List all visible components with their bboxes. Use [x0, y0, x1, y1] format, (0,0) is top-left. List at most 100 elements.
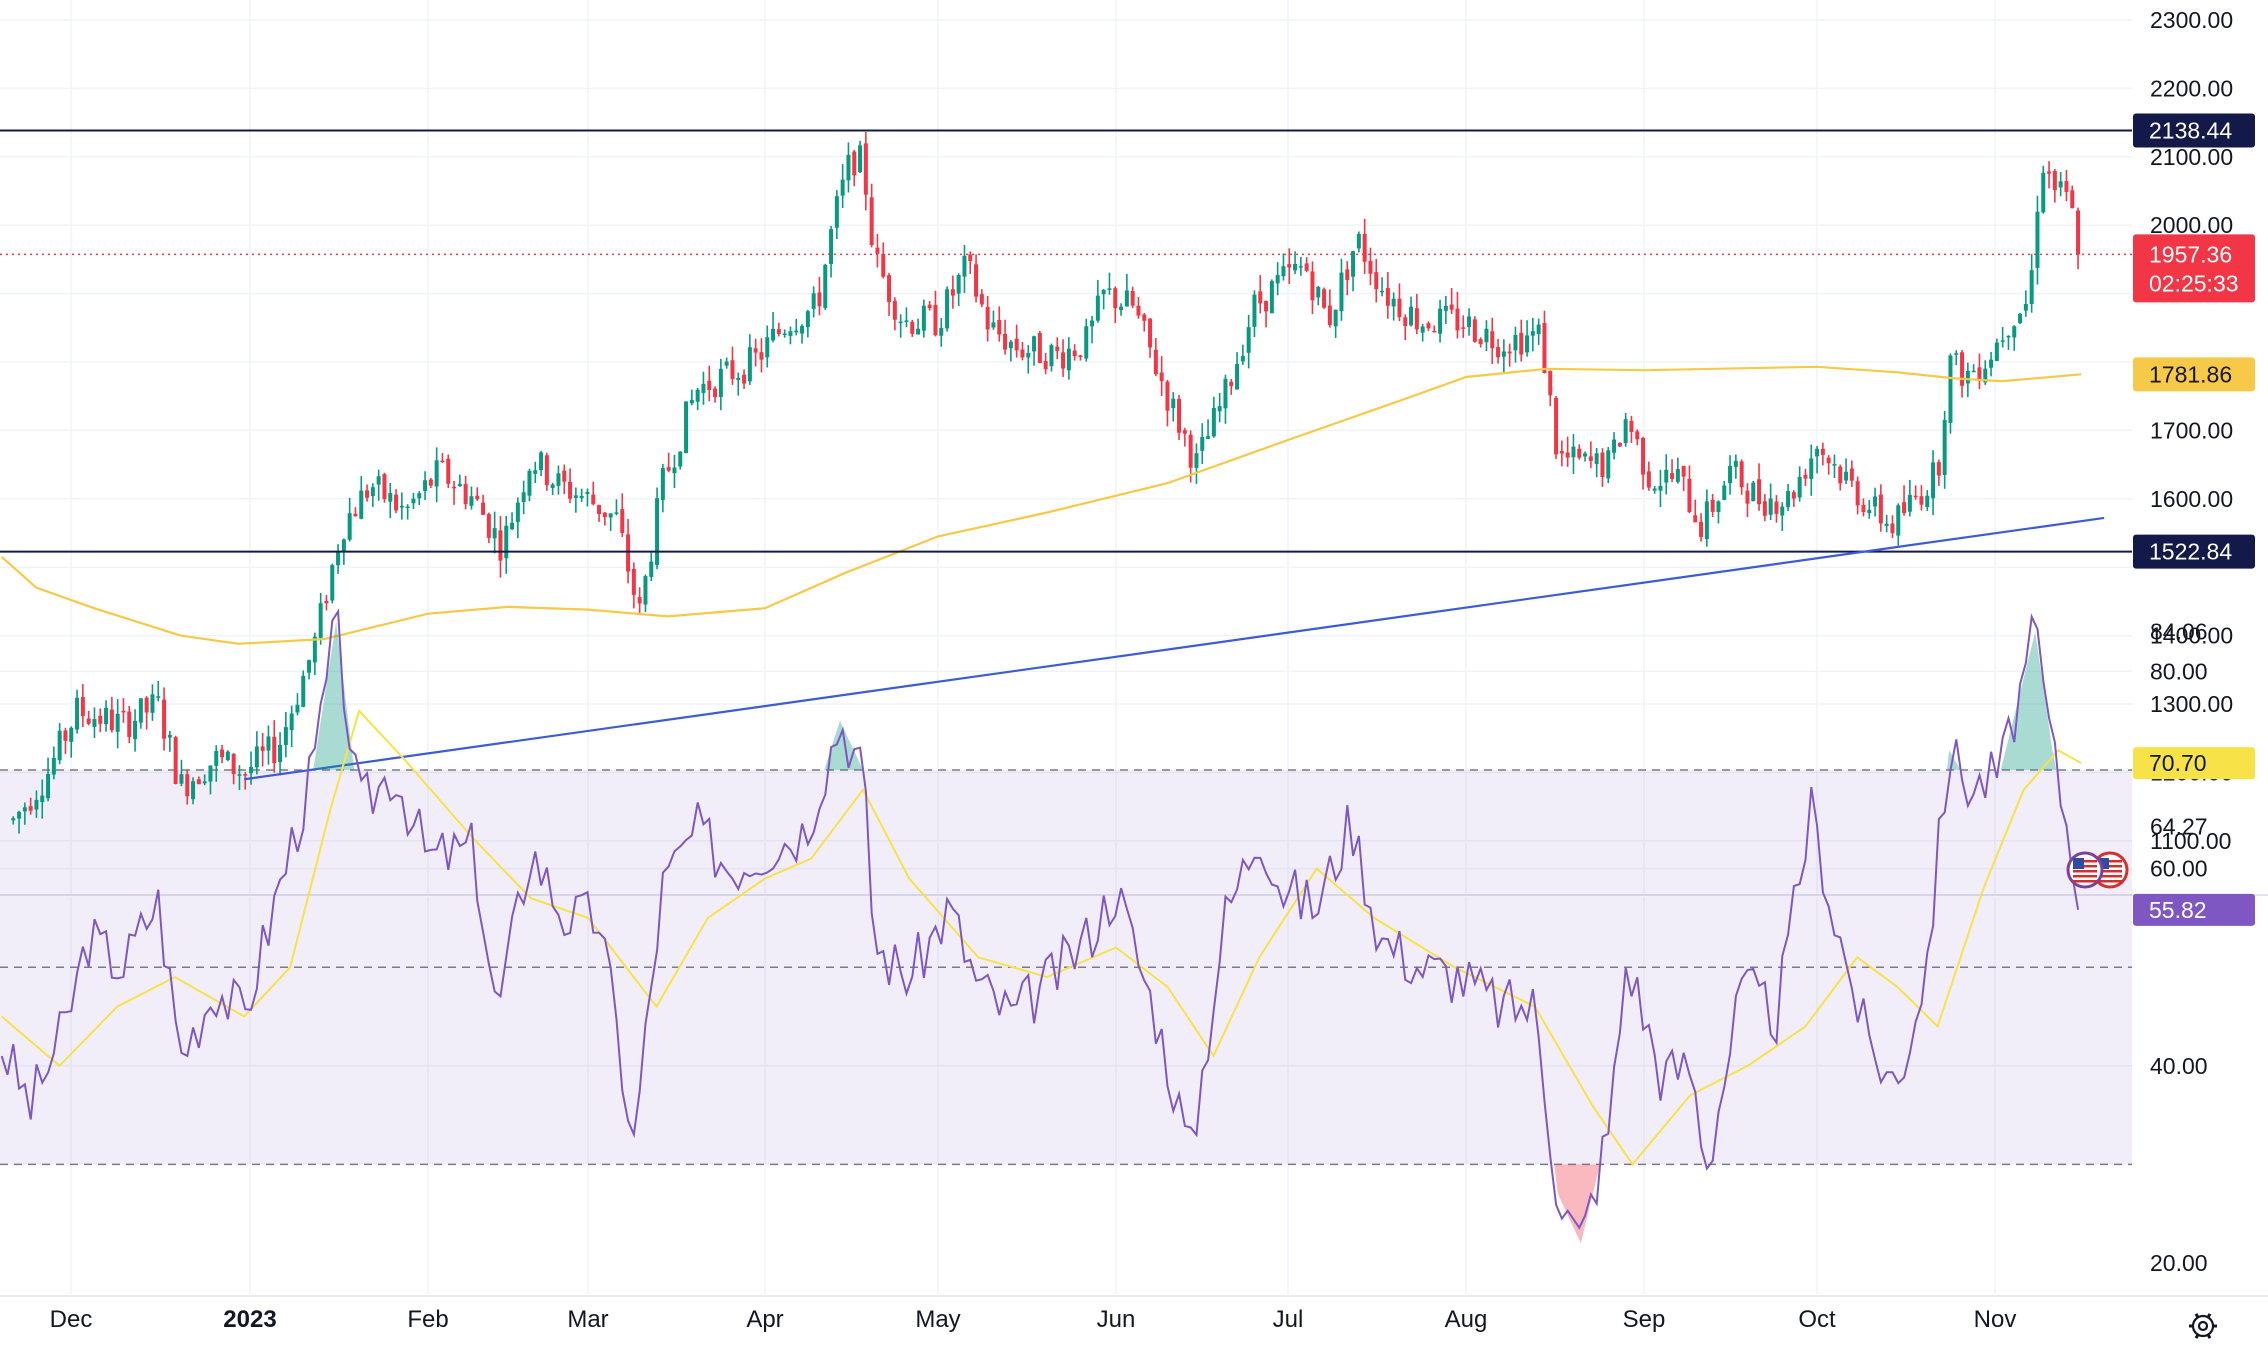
- candle-body: [1478, 339, 1483, 345]
- candle-body: [1594, 453, 1599, 465]
- candle-body: [1171, 398, 1176, 409]
- candle-body: [1032, 336, 1037, 352]
- candle-body: [289, 713, 294, 731]
- candle-body: [597, 504, 602, 515]
- candle-body: [1490, 331, 1495, 349]
- time-tick-label: May: [915, 1306, 960, 1333]
- candle-body: [1884, 523, 1889, 526]
- price-tick-label: 2100.00: [2150, 144, 2233, 170]
- candle-body: [1513, 334, 1518, 351]
- rsi-tick-label: 40.00: [2150, 1053, 2208, 1079]
- candle-body: [544, 455, 549, 486]
- candle-body: [492, 528, 497, 539]
- candle-body: [80, 697, 85, 717]
- candle-body: [1327, 305, 1332, 325]
- candle-body: [1501, 351, 1506, 357]
- candle-body: [376, 476, 381, 485]
- candle-body: [428, 479, 433, 486]
- rsi-overbought-fill: [313, 622, 2057, 770]
- candle-body: [840, 179, 845, 196]
- flag-icon[interactable]: [2091, 851, 2129, 889]
- candle-body: [382, 474, 387, 500]
- candle-body: [1420, 326, 1425, 333]
- candle-body: [1107, 288, 1112, 290]
- candle-body: [881, 253, 886, 277]
- candle-body: [985, 306, 990, 330]
- candle-body: [1936, 462, 1941, 476]
- candle-body: [1438, 308, 1443, 334]
- candle-body: [1588, 456, 1593, 461]
- candle-body: [927, 304, 932, 309]
- support-tag: 1522.84: [2149, 539, 2232, 565]
- candle-body: [1397, 298, 1402, 318]
- candle-body: [1072, 350, 1077, 357]
- candle-body: [562, 470, 567, 482]
- candle-body: [231, 753, 236, 775]
- time-tick-label: Nov: [1974, 1306, 2017, 1333]
- rsi-value-tag: 55.82: [2149, 897, 2207, 923]
- candle-body: [191, 781, 196, 800]
- candle-body: [533, 470, 538, 474]
- candle-body: [974, 264, 979, 297]
- flag-icon[interactable]: [2066, 851, 2104, 889]
- candle-body: [260, 746, 265, 751]
- candle-body: [1525, 335, 1530, 353]
- candle-body: [1675, 469, 1680, 482]
- price-tick-label: 1100.00: [2150, 828, 2231, 854]
- candle-body: [481, 502, 486, 515]
- candle-body: [336, 551, 341, 566]
- candle-body: [1020, 349, 1025, 358]
- candle-body: [324, 600, 329, 604]
- time-axis[interactable]: Dec 2023 Feb Mar Apr May Jun Jul Aug Sep Oct Nov: [0, 1295, 2268, 1333]
- candle-body: [1333, 309, 1338, 327]
- candle-body: [1345, 269, 1350, 280]
- candle-body: [272, 736, 277, 764]
- candle-body: [1994, 342, 1999, 361]
- candle-body: [185, 774, 190, 797]
- candle-body: [1356, 233, 1361, 249]
- candle-body: [40, 795, 45, 803]
- time-tick-label: Dec: [50, 1306, 93, 1333]
- candle-body: [1362, 233, 1367, 262]
- candle-body: [1844, 471, 1849, 481]
- candle-body: [1275, 275, 1280, 284]
- candle-body: [1049, 345, 1054, 367]
- settings-icon[interactable]: [2189, 1313, 2217, 1339]
- candle-body: [956, 275, 961, 294]
- candle-body: [695, 389, 700, 402]
- candle-body: [452, 486, 457, 489]
- candle-body: [997, 319, 1002, 335]
- candle-body: [1310, 271, 1315, 301]
- candle-body: [666, 467, 671, 471]
- candle-body: [1606, 450, 1611, 479]
- candle-body: [916, 328, 921, 335]
- price-tick-label: 1700.00: [2150, 417, 2233, 443]
- time-tick-label: Jun: [1097, 1306, 1136, 1333]
- settings-icon-ring: [2191, 1314, 2215, 1338]
- candle-body: [1281, 266, 1286, 277]
- candle-body: [469, 496, 474, 506]
- rsi-tick-label: 84.06: [2150, 618, 2208, 644]
- candle-body: [1699, 521, 1704, 537]
- candle-body: [800, 325, 805, 334]
- candle-body: [75, 697, 80, 730]
- candle-body: [869, 197, 874, 246]
- candle-body: [2058, 181, 2063, 188]
- countdown-tag: 02:25:33: [2149, 270, 2239, 296]
- candle-body: [1269, 281, 1274, 314]
- candle-body: [225, 751, 230, 761]
- candle-body: [846, 154, 851, 181]
- candle-body: [1409, 306, 1414, 326]
- candle-body: [115, 713, 120, 732]
- candle-body: [1008, 341, 1013, 349]
- flag-icon-stripe: [2073, 880, 2097, 883]
- trendline[interactable]: [244, 516, 2105, 781]
- candle-body: [150, 694, 155, 713]
- candle-body: [1159, 372, 1164, 382]
- settings-icon-tooth: [2206, 1333, 2212, 1339]
- candle-body: [933, 304, 938, 336]
- time-tick-label: Sep: [1623, 1306, 1666, 1333]
- candle-body: [167, 734, 172, 738]
- candle-body: [608, 513, 613, 518]
